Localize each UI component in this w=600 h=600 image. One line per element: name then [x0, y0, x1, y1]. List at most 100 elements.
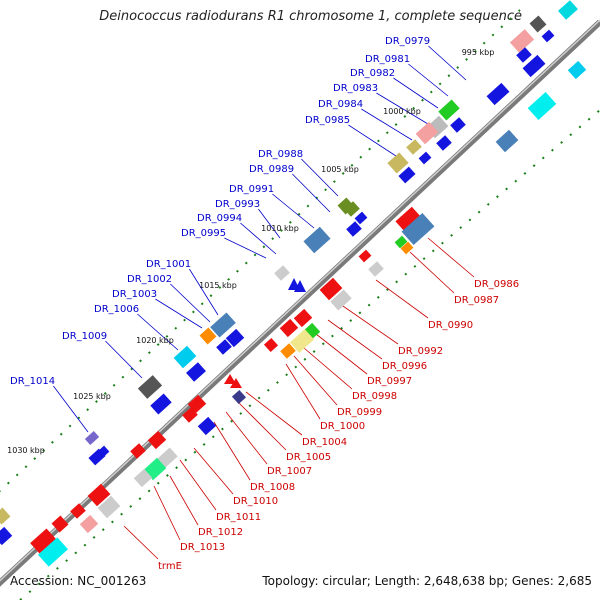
gene-block[interactable] — [486, 82, 510, 106]
gene-block[interactable] — [0, 507, 11, 525]
gene-label[interactable]: DR_0988 — [258, 149, 303, 160]
gene-block[interactable] — [527, 92, 557, 120]
gene-block[interactable] — [137, 375, 163, 399]
gene-label[interactable]: DR_0996 — [382, 361, 427, 372]
gene-block[interactable] — [97, 495, 121, 519]
gene-block[interactable] — [541, 29, 555, 43]
gene-block[interactable] — [436, 135, 452, 151]
gene-block[interactable] — [330, 289, 352, 311]
gene-block[interactable] — [199, 327, 217, 345]
gene-block[interactable] — [344, 201, 360, 217]
gene-block[interactable] — [438, 99, 460, 121]
gene-block[interactable] — [415, 121, 439, 145]
gene-block[interactable] — [210, 312, 236, 338]
gene-label[interactable]: DR_1002 — [127, 274, 172, 285]
gene-block[interactable] — [133, 468, 153, 488]
gene-block[interactable] — [394, 235, 408, 249]
gene-label[interactable]: DR_0983 — [333, 83, 378, 94]
gene-block[interactable] — [368, 261, 384, 277]
gene-label[interactable]: DR_0998 — [352, 391, 397, 402]
gene-block[interactable] — [274, 265, 290, 281]
gene-label[interactable]: DR_1006 — [94, 304, 139, 315]
gene-label[interactable]: DR_0999 — [337, 407, 382, 418]
gene-block[interactable] — [150, 393, 172, 415]
gene-label[interactable]: DR_0989 — [249, 164, 294, 175]
gene-block[interactable] — [558, 0, 578, 20]
gene-block[interactable] — [70, 503, 86, 519]
gene-label[interactable]: DR_1011 — [216, 512, 261, 523]
gene-block[interactable] — [358, 249, 372, 263]
gene-label[interactable]: DR_0979 — [385, 36, 430, 47]
gene-block[interactable] — [294, 280, 306, 292]
gene-block[interactable] — [37, 537, 69, 567]
gene-block[interactable] — [529, 15, 547, 33]
gene-label[interactable]: DR_1013 — [180, 542, 225, 553]
gene-block[interactable] — [30, 528, 56, 554]
gene-block[interactable] — [387, 152, 409, 174]
gene-block[interactable] — [173, 345, 197, 369]
gene-label[interactable]: DR_0995 — [181, 228, 226, 239]
gene-block[interactable] — [289, 329, 315, 353]
gene-block[interactable] — [495, 129, 519, 153]
gene-block[interactable] — [79, 514, 99, 534]
gene-label[interactable]: DR_1014 — [10, 376, 55, 387]
gene-block[interactable] — [0, 526, 13, 546]
gene-block[interactable] — [400, 241, 414, 255]
gene-label[interactable]: DR_0994 — [197, 213, 242, 224]
gene-block[interactable] — [354, 211, 368, 225]
gene-block[interactable] — [279, 318, 299, 338]
gene-label[interactable]: DR_1004 — [302, 437, 347, 448]
gene-block[interactable] — [516, 47, 532, 63]
gene-label[interactable]: DR_1008 — [250, 482, 295, 493]
gene-block[interactable] — [182, 407, 198, 423]
gene-block[interactable] — [398, 166, 416, 184]
gene-block[interactable] — [509, 29, 535, 53]
gene-label[interactable]: trmE — [158, 561, 182, 572]
gene-block[interactable] — [130, 443, 146, 459]
gene-block[interactable] — [197, 416, 217, 436]
gene-block[interactable] — [186, 362, 206, 382]
gene-block[interactable] — [216, 339, 232, 355]
gene-block[interactable] — [51, 515, 69, 533]
gene-label[interactable]: DR_0986 — [474, 279, 519, 290]
gene-block[interactable] — [87, 483, 111, 507]
gene-label[interactable]: DR_0982 — [350, 68, 395, 79]
gene-label[interactable]: DR_1003 — [112, 289, 157, 300]
gene-block[interactable] — [406, 139, 422, 155]
gene-block[interactable] — [225, 328, 245, 348]
gene-block[interactable] — [263, 337, 279, 353]
gene-label[interactable]: DR_0991 — [229, 184, 274, 195]
gene-block[interactable] — [224, 374, 236, 384]
gene-block[interactable] — [319, 277, 343, 301]
gene-label[interactable]: DR_1012 — [198, 527, 243, 538]
gene-label[interactable]: DR_1005 — [286, 452, 331, 463]
gene-block[interactable] — [84, 431, 100, 445]
gene-label[interactable]: DR_0990 — [428, 320, 473, 331]
gene-label[interactable]: DR_1001 — [146, 259, 191, 270]
gene-block[interactable] — [187, 394, 207, 414]
gene-block[interactable] — [346, 221, 362, 237]
gene-block[interactable] — [280, 343, 296, 359]
gene-label[interactable]: DR_1007 — [267, 466, 312, 477]
gene-block[interactable] — [230, 378, 242, 388]
gene-block[interactable] — [395, 206, 423, 234]
gene-block[interactable] — [418, 151, 432, 165]
gene-label[interactable]: DR_0992 — [398, 346, 443, 357]
gene-block[interactable] — [303, 226, 331, 254]
gene-block[interactable] — [147, 430, 167, 450]
gene-label[interactable]: DR_0981 — [365, 54, 410, 65]
gene-block[interactable] — [401, 212, 435, 246]
gene-label[interactable]: DR_1010 — [233, 496, 278, 507]
gene-label[interactable]: DR_0985 — [305, 115, 350, 126]
gene-block[interactable] — [567, 60, 587, 80]
gene-block[interactable] — [522, 54, 546, 78]
gene-label[interactable]: DR_0984 — [318, 99, 363, 110]
gene-label[interactable]: DR_1000 — [320, 421, 365, 432]
gene-block[interactable] — [450, 117, 466, 133]
gene-label[interactable]: DR_0987 — [454, 295, 499, 306]
gene-block[interactable] — [293, 308, 313, 328]
gene-label[interactable]: DR_0997 — [367, 376, 412, 387]
gene-block[interactable] — [96, 445, 110, 459]
gene-block[interactable] — [231, 389, 247, 405]
gene-label[interactable]: DR_1009 — [62, 331, 107, 342]
